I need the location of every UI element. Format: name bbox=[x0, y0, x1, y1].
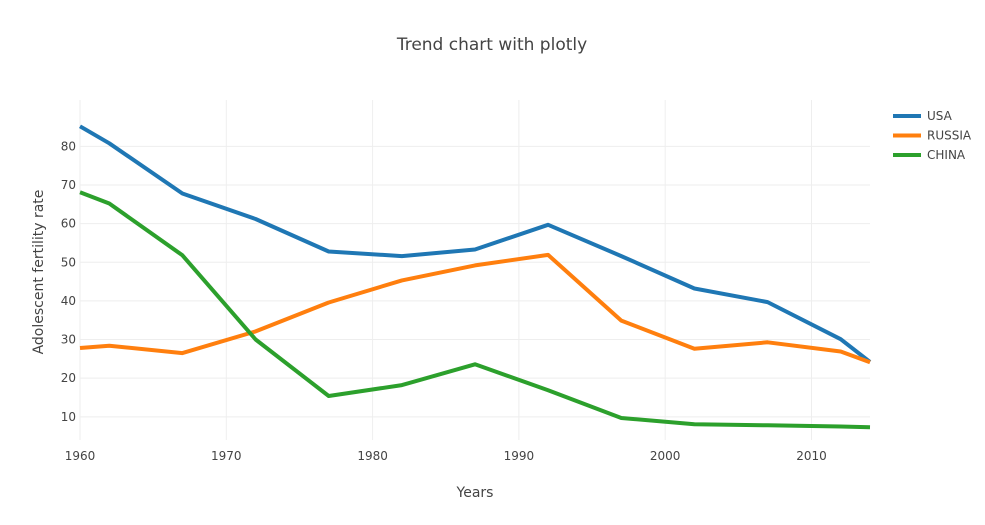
legend[interactable]: USA RUSSIA CHINA bbox=[893, 109, 972, 162]
y-axis-title: Adolescent fertility rate bbox=[31, 190, 47, 355]
x-tick-label: 1960 bbox=[65, 449, 96, 463]
y-tick-label: 50 bbox=[61, 255, 76, 269]
y-tick-label: 30 bbox=[61, 333, 76, 347]
x-tick-label: 1980 bbox=[357, 449, 388, 463]
legend-label: RUSSIA bbox=[927, 129, 972, 143]
legend-label: USA bbox=[927, 109, 953, 123]
series-line-china[interactable] bbox=[79, 190, 871, 430]
x-tick-label: 1990 bbox=[504, 449, 535, 463]
x-tick-label: 2000 bbox=[650, 449, 681, 463]
x-tick-label: 1970 bbox=[211, 449, 242, 463]
x-axis-title: Years bbox=[456, 485, 494, 501]
series-line-usa[interactable] bbox=[78, 124, 872, 364]
grid bbox=[79, 100, 870, 440]
legend-item-china[interactable]: CHINA bbox=[893, 148, 966, 162]
y-tick-label: 40 bbox=[61, 294, 76, 308]
y-tick-label: 70 bbox=[61, 178, 76, 192]
y-tick-label: 20 bbox=[61, 371, 76, 385]
series-lines bbox=[78, 124, 872, 430]
legend-label: CHINA bbox=[927, 148, 966, 162]
legend-item-russia[interactable]: RUSSIA bbox=[893, 129, 972, 143]
y-tick-label: 60 bbox=[61, 217, 76, 231]
chart-title: Trend chart with plotly bbox=[396, 35, 587, 55]
y-tick-label: 80 bbox=[61, 139, 76, 153]
legend-item-usa[interactable]: USA bbox=[893, 109, 953, 123]
x-tick-label: 2010 bbox=[796, 449, 827, 463]
series-line-russia[interactable] bbox=[79, 252, 871, 365]
y-tick-label: 10 bbox=[61, 410, 76, 424]
